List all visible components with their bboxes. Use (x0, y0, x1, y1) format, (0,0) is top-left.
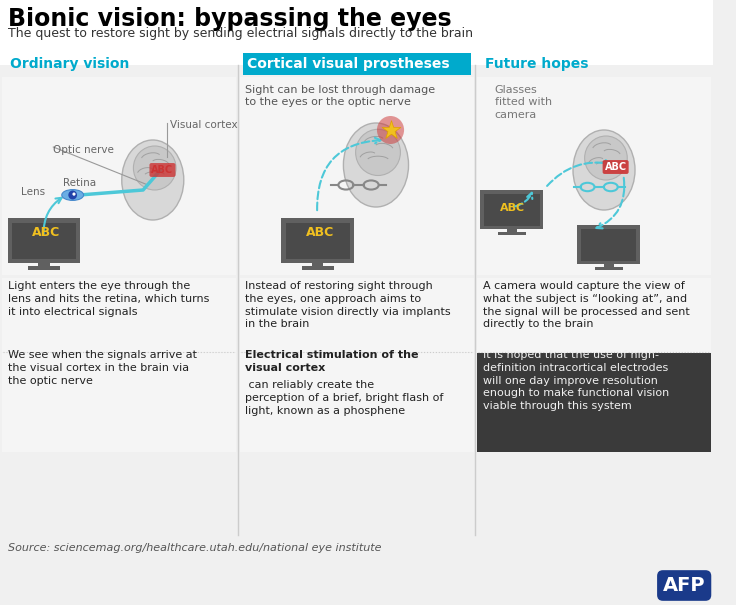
Text: Ordinary vision: Ordinary vision (10, 57, 129, 71)
Text: Sight can be lost through damage
to the eyes or the optic nerve: Sight can be lost through damage to the … (246, 85, 436, 108)
Ellipse shape (62, 189, 84, 200)
FancyBboxPatch shape (478, 353, 711, 452)
FancyBboxPatch shape (481, 190, 543, 229)
Ellipse shape (133, 146, 176, 190)
FancyBboxPatch shape (595, 267, 623, 270)
Text: Cortical visual prostheses: Cortical visual prostheses (247, 57, 450, 71)
Text: Retina: Retina (63, 178, 96, 188)
Ellipse shape (344, 123, 408, 207)
Ellipse shape (573, 130, 635, 210)
FancyBboxPatch shape (28, 266, 60, 270)
FancyBboxPatch shape (0, 50, 713, 535)
Text: can reliably create the
perception of a brief, bright flash of
light, known as a: can reliably create the perception of a … (246, 380, 444, 416)
FancyBboxPatch shape (577, 225, 640, 264)
Text: The quest to restore sight by sending electrial signals directly to the brain: The quest to restore sight by sending el… (8, 27, 473, 40)
FancyBboxPatch shape (0, 0, 713, 65)
Text: We see when the signals arrive at
the visual cortex in the brain via
the optic n: We see when the signals arrive at the vi… (8, 350, 197, 385)
Text: ABC: ABC (500, 203, 525, 213)
FancyBboxPatch shape (581, 229, 637, 261)
FancyBboxPatch shape (498, 232, 526, 235)
FancyBboxPatch shape (478, 77, 711, 275)
Text: ABC: ABC (32, 226, 60, 238)
FancyBboxPatch shape (302, 266, 333, 270)
Text: Source: sciencemag.org/healthcare.utah.edu/national eye institute: Source: sciencemag.org/healthcare.utah.e… (8, 543, 381, 553)
Text: Glasses
fitted with
camera: Glasses fitted with camera (495, 85, 552, 120)
Circle shape (377, 116, 404, 144)
FancyBboxPatch shape (240, 77, 473, 275)
FancyBboxPatch shape (8, 218, 80, 263)
Point (385, 125, 397, 135)
Text: Light enters the eye through the
lens and hits the retina, which turns
it into e: Light enters the eye through the lens an… (8, 281, 209, 316)
FancyBboxPatch shape (38, 261, 50, 270)
FancyBboxPatch shape (604, 263, 614, 270)
FancyBboxPatch shape (2, 353, 236, 452)
FancyBboxPatch shape (507, 227, 517, 235)
Circle shape (72, 192, 76, 196)
Ellipse shape (355, 129, 400, 175)
FancyBboxPatch shape (2, 77, 236, 275)
Text: Future hopes: Future hopes (485, 57, 589, 71)
Text: Electrical stimulation of the
visual cortex: Electrical stimulation of the visual cor… (246, 350, 419, 373)
FancyBboxPatch shape (12, 223, 76, 259)
FancyBboxPatch shape (0, 0, 713, 50)
Text: A camera would capture the view of
what the subject is “looking at”, and
the sig: A camera would capture the view of what … (484, 281, 690, 329)
Text: Optic nerve: Optic nerve (53, 145, 114, 155)
Circle shape (68, 191, 77, 200)
Text: It is hoped that the use of high-
definition intracortical electrodes
will one d: It is hoped that the use of high- defini… (484, 350, 670, 411)
FancyBboxPatch shape (478, 278, 711, 352)
FancyBboxPatch shape (2, 278, 236, 352)
FancyBboxPatch shape (281, 218, 354, 263)
Text: ABC: ABC (152, 165, 174, 175)
FancyBboxPatch shape (312, 261, 324, 270)
Text: Instead of restoring sight through
the eyes, one approach aims to
stimulate visi: Instead of restoring sight through the e… (246, 281, 451, 329)
FancyBboxPatch shape (286, 223, 350, 259)
FancyBboxPatch shape (484, 194, 539, 226)
FancyBboxPatch shape (240, 278, 473, 352)
Text: Visual cortex: Visual cortex (170, 120, 238, 130)
Text: ABC: ABC (604, 162, 626, 172)
Text: AFP: AFP (663, 576, 705, 595)
FancyBboxPatch shape (240, 353, 473, 452)
Ellipse shape (584, 136, 627, 180)
FancyBboxPatch shape (0, 537, 713, 605)
Text: ABC: ABC (306, 226, 334, 238)
Text: Bionic vision: bypassing the eyes: Bionic vision: bypassing the eyes (8, 7, 451, 31)
FancyBboxPatch shape (243, 53, 470, 75)
Text: Lens: Lens (21, 187, 46, 197)
Ellipse shape (121, 140, 184, 220)
